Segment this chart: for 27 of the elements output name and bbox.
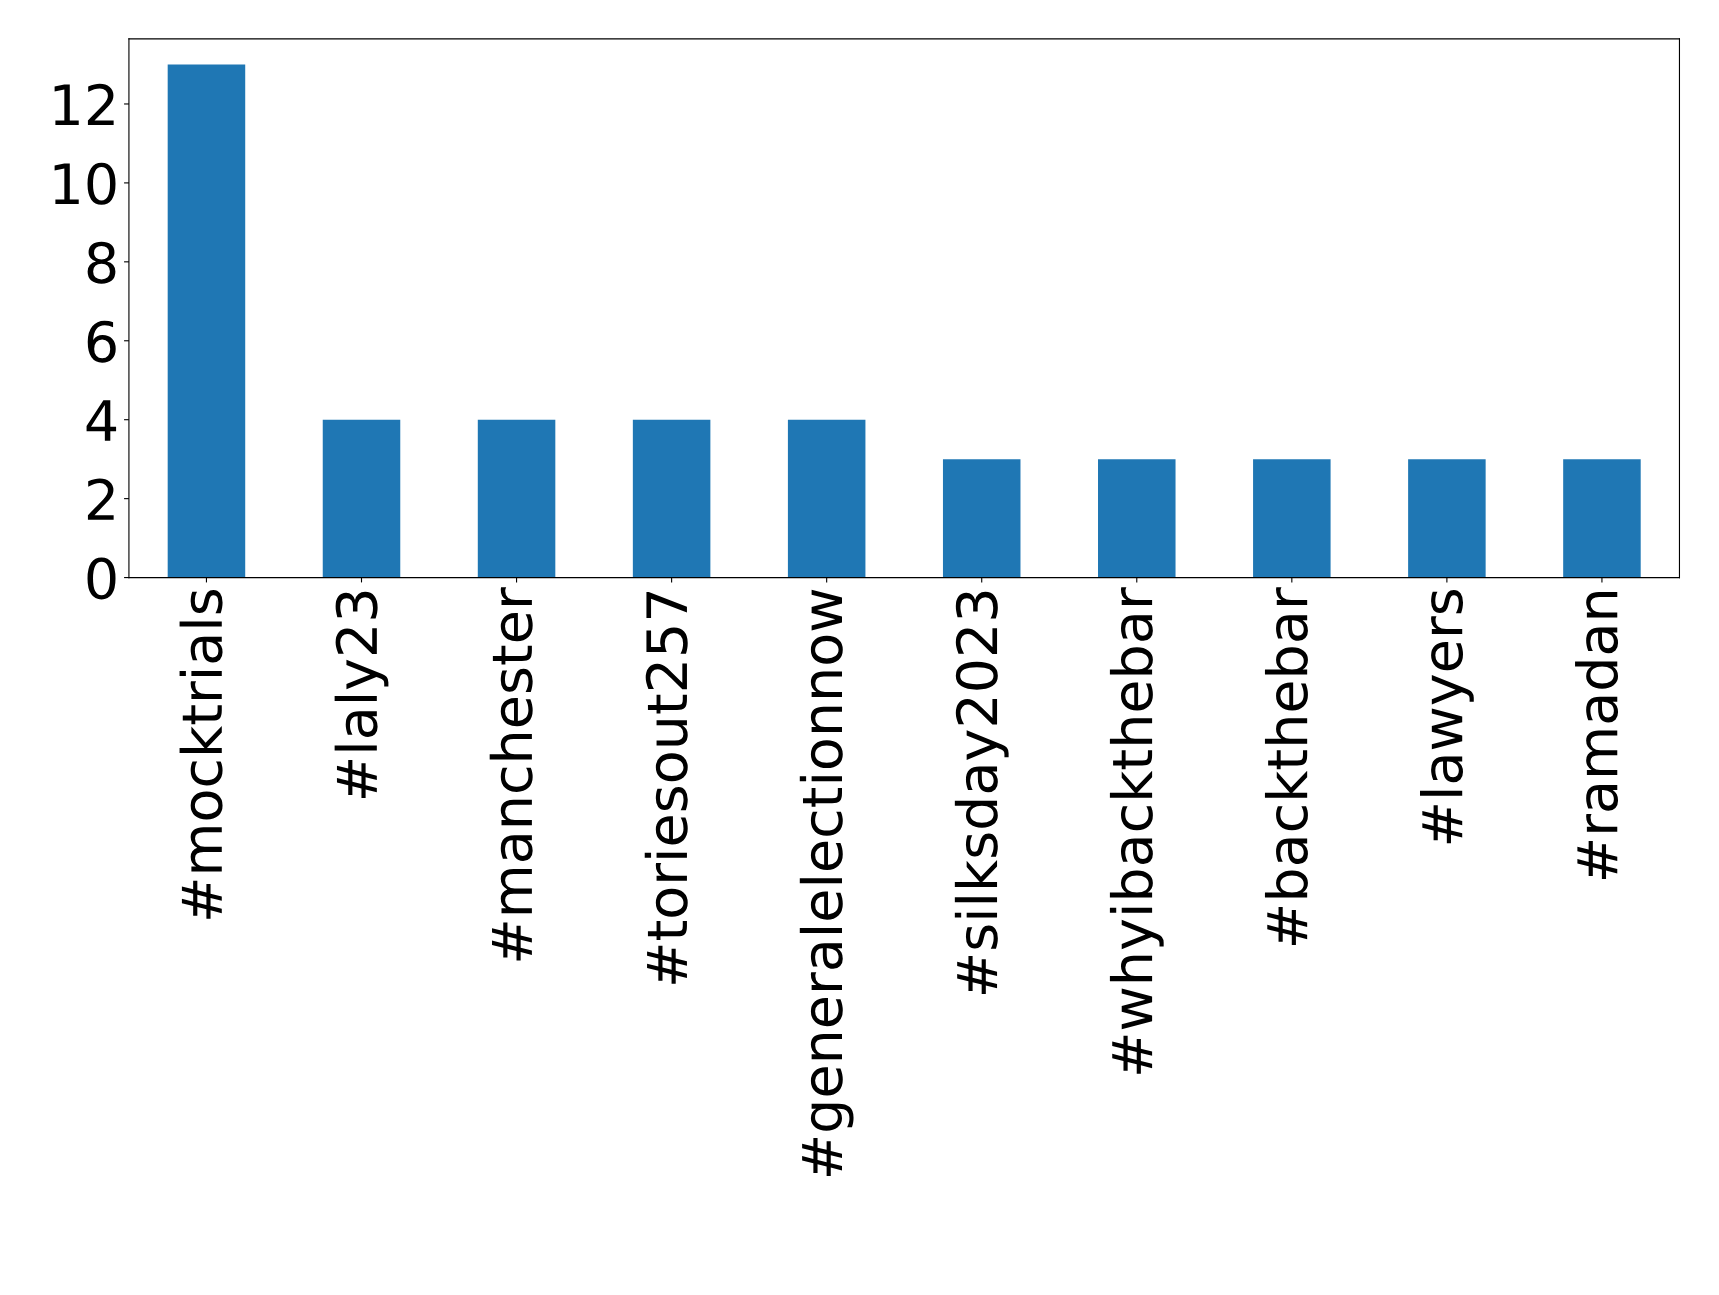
bar [167, 64, 246, 578]
x-tick-label: #lawyers [1420, 590, 1474, 844]
x-tick-label: #ramadan [1575, 592, 1619, 880]
x-tick-label: #toriesout257 [644, 592, 688, 984]
y-tick-label: 2 [87, 478, 114, 520]
bar [477, 419, 556, 578]
bar [322, 419, 401, 578]
y-tick-label: 4 [86, 400, 117, 441]
x-tick-label: #mocktrials [179, 590, 223, 919]
x-tick-label: #laly23 [334, 591, 389, 799]
bar [1408, 459, 1486, 578]
x-tick-label: #silksday2023 [954, 591, 1009, 995]
x-tick-label: #backthebar [1264, 587, 1308, 945]
bar [632, 419, 711, 578]
x-tick-label: #whyibackthebar [1109, 587, 1164, 1074]
y-tick-label: 10 [54, 162, 116, 205]
y-tick-label: 12 [54, 83, 114, 126]
y-tick-label: 0 [87, 557, 116, 600]
bar [942, 459, 1021, 578]
x-tick-label: #generalelectionnow [799, 589, 854, 1177]
y-tick-label: 6 [87, 320, 116, 363]
y-tick-label: 8 [87, 241, 116, 284]
bar [1563, 459, 1641, 578]
bar [1253, 459, 1331, 578]
bar [1098, 459, 1176, 578]
x-tick-label: #manchester [489, 587, 533, 961]
bar [787, 419, 866, 578]
